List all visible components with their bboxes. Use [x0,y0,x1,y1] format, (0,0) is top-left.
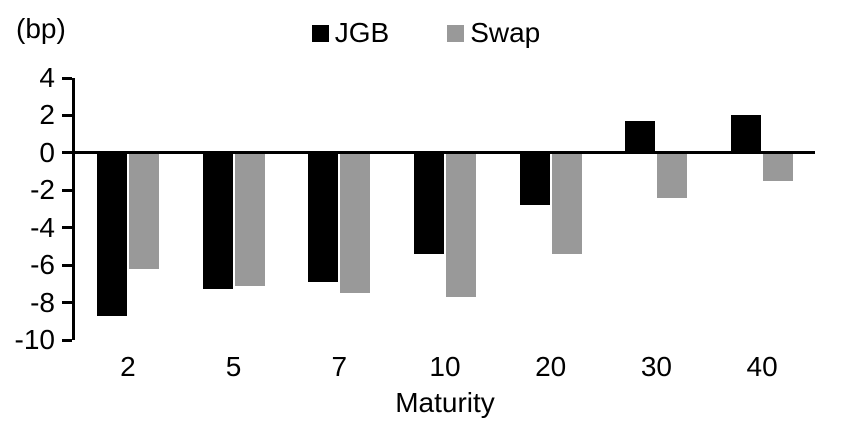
x-tick-label: 10 [429,351,461,382]
y-axis-tick [62,76,72,80]
x-axis-title: Maturity [395,387,495,418]
bar-jgb-2 [96,152,127,316]
legend: JGB Swap [0,16,852,50]
legend-item-swap: Swap [447,16,540,50]
jgb-swatch-icon [311,24,329,42]
y-axis-tick [62,113,72,117]
y-axis-tick [62,226,72,230]
y-tick-label: -2 [30,174,55,206]
bar-swap-20 [551,152,582,254]
bar-jgb-20 [519,152,550,206]
bar-jgb-10 [414,152,444,254]
y-axis-tick [62,151,72,155]
bar-jgb-40 [731,115,762,153]
y-axis-unit-label: (bp) [16,13,66,44]
bar-swap-40 [763,152,794,181]
x-axis-tick-labels: 2 5 7 10 20 30 40 [75,350,815,384]
legend-label-jgb: JGB [334,17,390,48]
x-tick-label: 30 [640,351,672,382]
plot-area [62,76,815,342]
y-tick-label: 0 [39,136,55,168]
y-tick-label: -8 [30,286,55,318]
bar-jgb-5 [202,152,233,290]
zero-baseline [75,151,815,155]
y-tick-label: -4 [30,211,55,243]
bar-jgb-30 [625,121,656,153]
y-axis-tick [62,338,72,342]
swap-swatch-icon [447,24,465,42]
y-tick-label: 4 [39,62,55,93]
x-tick-label: 40 [746,351,778,382]
y-axis-tick [62,263,72,267]
y-axis-tick [62,301,72,305]
legend-item-jgb: JGB [311,16,390,50]
x-tick-label: 2 [120,351,136,382]
y-tick-label: -10 [14,324,55,355]
bar-swap-5 [234,152,265,286]
bar-swap-10 [446,152,476,297]
x-tick-label: 7 [331,351,348,382]
x-tick-label: 20 [535,351,567,382]
y-tick-label: -6 [30,249,55,281]
y-axis-tick-labels: 4 2 0 -2 -4 -6 -8 -10 [0,63,55,355]
bar-swap-7 [340,152,371,294]
legend-label-swap: Swap [470,17,541,48]
bar-jgb-7 [308,152,339,282]
bar-swap-2 [128,152,159,269]
x-tick-label: 5 [225,351,242,382]
y-axis-tick [62,188,72,192]
bar-swap-30 [657,152,688,198]
y-tick-label: 2 [39,99,55,131]
